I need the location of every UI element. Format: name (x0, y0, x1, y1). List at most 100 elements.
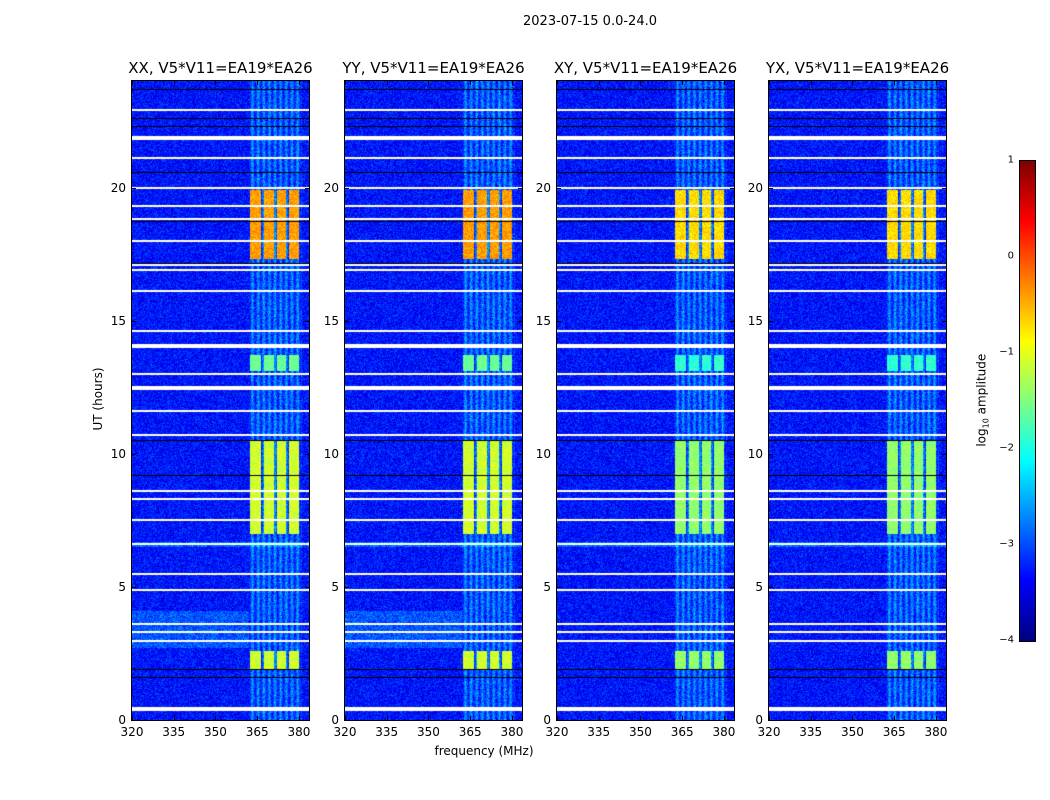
x-tick-label: 335 (162, 725, 186, 739)
y-tick-label: 5 (755, 579, 763, 594)
y-tick-label: 10 (535, 446, 551, 461)
colorbar-label-main: log (974, 428, 989, 447)
x-tick-mark (557, 716, 558, 720)
x-tick-mark (257, 716, 259, 720)
x-tick-mark (723, 81, 725, 85)
y-tick-mark (730, 586, 734, 588)
x-tick-mark (852, 81, 854, 85)
y-tick-label: 0 (118, 713, 126, 727)
colorbar-tick-label: −4 (999, 634, 1014, 646)
colorbar-tick-label: −3 (999, 538, 1014, 550)
x-tick-label: 380 (500, 725, 524, 739)
y-tick-mark (305, 586, 309, 588)
y-tick-mark (305, 453, 309, 455)
y-axis-label: UT (hours) (91, 367, 105, 431)
colorbar-tick-label: 1 (1007, 154, 1014, 166)
x-tick-label: 320 (120, 725, 144, 739)
x-tick-mark (511, 81, 513, 85)
y-tick-mark (769, 320, 773, 322)
x-tick-mark (852, 716, 854, 720)
y-tick-label: 15 (323, 313, 339, 328)
y-tick-mark (305, 720, 309, 721)
colorbar-tick-label: 0 (1007, 250, 1014, 262)
y-tick-mark (557, 586, 561, 588)
x-tick-mark (428, 716, 430, 720)
x-tick-mark (640, 81, 642, 85)
y-tick-mark (345, 453, 349, 455)
y-tick-label: 15 (535, 313, 551, 328)
y-tick-mark (345, 586, 349, 588)
x-tick-label: 335 (799, 725, 823, 739)
x-tick-mark (386, 81, 388, 85)
y-tick-mark (730, 187, 734, 189)
y-tick-label: 15 (110, 313, 126, 328)
x-tick-mark (215, 716, 217, 720)
x-tick-label: 335 (375, 725, 399, 739)
x-tick-label: 350 (841, 725, 864, 739)
y-tick-mark (518, 453, 522, 455)
x-tick-mark (173, 716, 175, 720)
y-tick-label: 20 (323, 180, 339, 195)
x-tick-mark (132, 716, 133, 720)
x-tick-mark (470, 716, 472, 720)
y-tick-mark (518, 586, 522, 588)
x-tick-label: 365 (670, 725, 694, 739)
colorbar (1019, 160, 1036, 642)
x-tick-label: 380 (924, 725, 948, 739)
y-tick-mark (557, 187, 561, 189)
panel-xy: XY, V5*V11=EA19*EA26 320 335 350 365 380 0 5 10… (536, 59, 737, 739)
y-tick-mark (557, 720, 561, 721)
x-tick-mark (682, 716, 684, 720)
x-tick-mark (810, 81, 812, 85)
x-tick-mark (894, 716, 896, 720)
y-tick-mark (518, 720, 522, 721)
x-tick-label: 335 (587, 725, 611, 739)
panel-xx: XX, V5*V11=EA19*EA26 320 335 350 365 380 0 5 10… (111, 59, 313, 739)
y-tick-label: 10 (747, 446, 763, 461)
x-tick-mark (428, 81, 430, 85)
x-tick-mark (345, 81, 346, 85)
x-tick-mark (598, 81, 600, 85)
panel-title: YY, V5*V11=EA19*EA26 (342, 59, 525, 77)
y-tick-mark (730, 720, 734, 721)
y-tick-label: 5 (543, 579, 551, 594)
x-tick-mark (298, 716, 300, 720)
panel-yx: YX, V5*V11=EA19*EA26 320 335 350 365 380 0 5 10… (748, 59, 949, 739)
panel-title: XX, V5*V11=EA19*EA26 (128, 59, 313, 77)
y-tick-mark (132, 720, 136, 721)
waterfall-image (769, 81, 946, 720)
y-tick-mark (942, 320, 946, 322)
y-tick-mark (769, 720, 773, 721)
x-tick-label: 365 (882, 725, 906, 739)
x-tick-mark (557, 81, 558, 85)
x-tick-label: 320 (757, 725, 781, 739)
x-tick-mark (173, 81, 175, 85)
y-tick-mark (730, 320, 734, 322)
y-tick-mark (518, 187, 522, 189)
x-tick-mark (132, 81, 133, 85)
x-tick-mark (257, 81, 259, 85)
colorbar-label-rest: amplitude (974, 353, 989, 419)
x-tick-mark (769, 716, 770, 720)
x-tick-label: 365 (245, 725, 269, 739)
x-tick-label: 320 (333, 725, 357, 739)
y-tick-label: 20 (535, 180, 551, 195)
colorbar-label: log10 amplitude (974, 338, 990, 463)
x-tick-mark (470, 81, 472, 85)
x-tick-mark (935, 716, 937, 720)
panel-title: XY, V5*V11=EA19*EA26 (553, 59, 738, 77)
x-tick-mark (640, 716, 642, 720)
colorbar-tick-label: −2 (999, 442, 1014, 454)
y-tick-mark (769, 187, 773, 189)
x-tick-mark (215, 81, 217, 85)
y-tick-mark (769, 453, 773, 455)
x-tick-label: 365 (458, 725, 482, 739)
y-tick-mark (345, 187, 349, 189)
x-tick-mark (386, 716, 388, 720)
panel-yy: YY, V5*V11=EA19*EA26 320 335 350 365 380 0 5 10… (324, 59, 525, 739)
y-tick-mark (518, 320, 522, 322)
y-tick-mark (132, 187, 136, 189)
y-tick-mark (730, 453, 734, 455)
x-tick-mark (769, 81, 770, 85)
